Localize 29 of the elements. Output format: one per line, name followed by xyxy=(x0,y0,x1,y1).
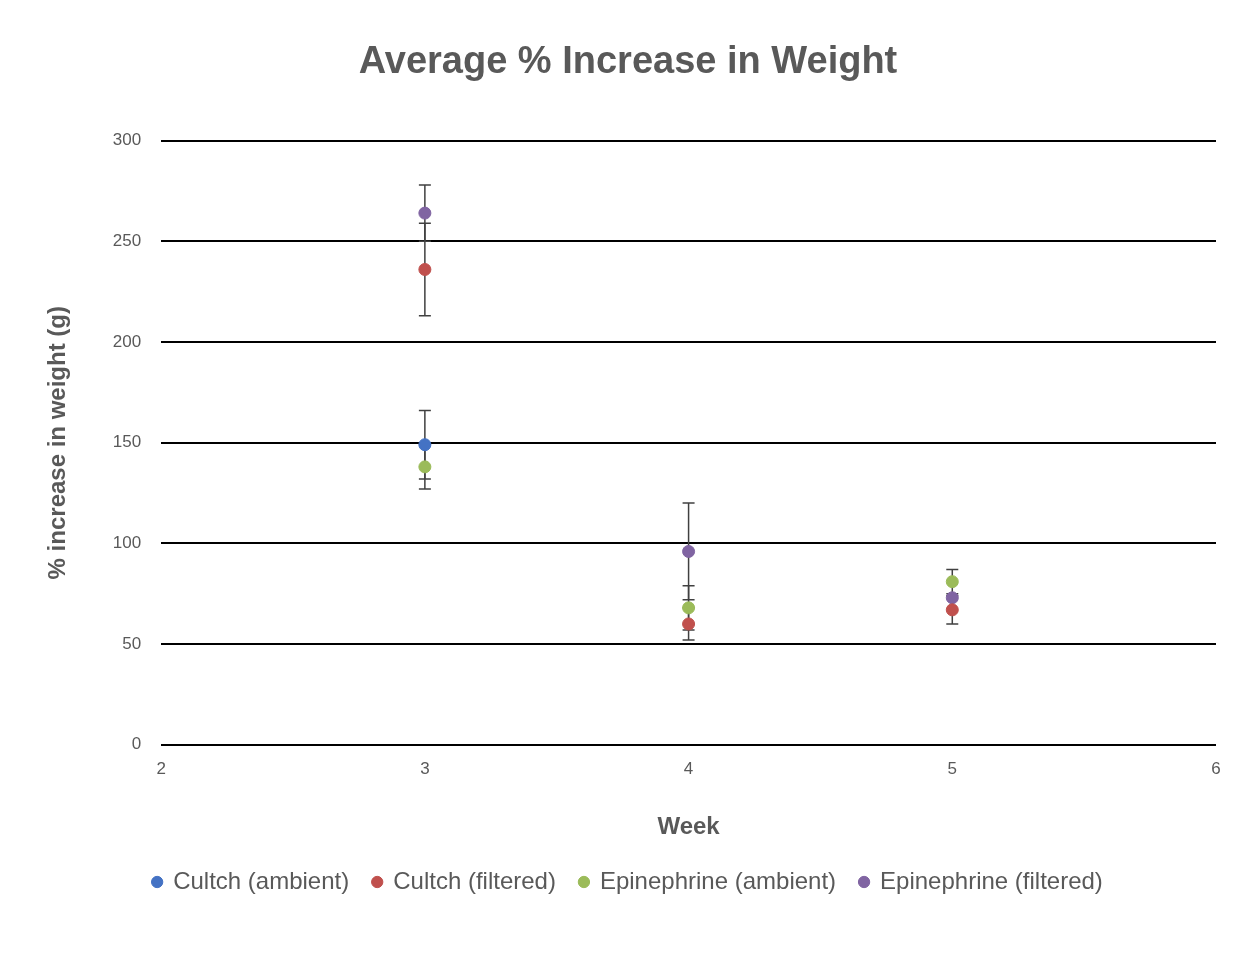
y-tick-label: 200 xyxy=(112,331,142,351)
legend-label: Epinephrine (filtered) xyxy=(880,866,1103,894)
point xyxy=(418,263,432,276)
y-tick-label: 250 xyxy=(112,230,142,250)
point xyxy=(418,438,432,452)
y-axis-title: % increase in weight (g) xyxy=(43,306,71,580)
point xyxy=(945,575,959,589)
chart-title: Average % Increase in Weight xyxy=(358,39,898,82)
legend-label: Cultch (ambient) xyxy=(173,866,350,894)
legend-label: Cultch (filtered) xyxy=(393,866,556,894)
point xyxy=(945,603,959,617)
point xyxy=(418,206,432,220)
y-tick-label: 50 xyxy=(122,633,142,653)
x-tick-label: 3 xyxy=(420,758,430,778)
y-tick-label: 100 xyxy=(112,533,142,553)
point xyxy=(418,460,432,474)
point xyxy=(945,591,959,605)
point xyxy=(682,617,696,631)
x-tick-label: 5 xyxy=(947,758,958,778)
x-axis-title: Week xyxy=(657,812,721,840)
x-tick-label: 2 xyxy=(156,758,166,778)
x-tick-label: 6 xyxy=(1211,758,1221,778)
y-tick-label: 150 xyxy=(112,432,142,452)
point xyxy=(682,544,696,558)
y-tick-label: 300 xyxy=(112,130,142,150)
legend-label: Epinephrine (ambient) xyxy=(599,866,837,894)
x-tick-label: 4 xyxy=(683,758,694,778)
point xyxy=(682,601,696,615)
y-tick-label: 0 xyxy=(131,734,142,754)
